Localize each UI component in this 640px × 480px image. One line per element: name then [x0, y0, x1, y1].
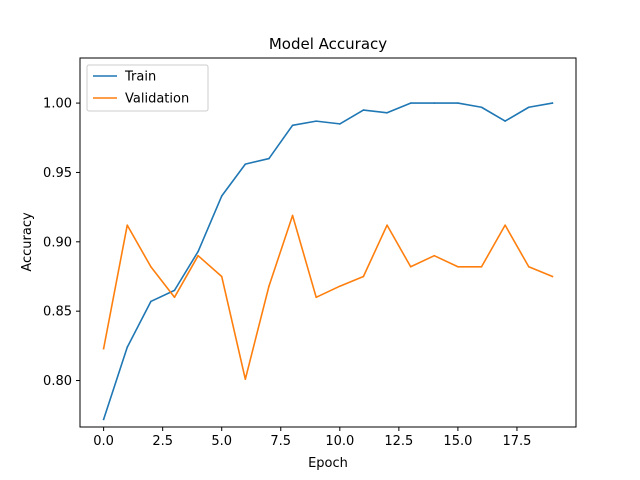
data-point-validation-12 — [386, 224, 388, 226]
data-point-train-14 — [433, 102, 436, 104]
data-point-validation-7 — [268, 285, 270, 288]
axes: 0.0 2.5 5.0 7.5 10.0 12.5 15.0 17.5 0.80 0.85 0.90… — [43, 57, 577, 449]
data-point-validation-15 — [457, 265, 459, 268]
data-point-train-12 — [386, 112, 388, 114]
y-tick-label: 0.85 — [43, 305, 72, 320]
data-point-validation-9 — [315, 296, 317, 299]
plot-area — [102, 102, 554, 421]
y-axis-label: Accuracy — [20, 212, 35, 272]
data-point-validation-2 — [150, 265, 152, 268]
data-point-validation-3 — [173, 296, 176, 299]
data-point-train-13 — [409, 102, 412, 104]
data-point-train-11 — [362, 109, 365, 111]
x-tick-label: 17.5 — [502, 434, 531, 449]
y-tick-label: 1.00 — [43, 97, 72, 112]
data-point-train-15 — [457, 102, 459, 104]
data-point-validation-18 — [527, 265, 530, 268]
data-point-validation-11 — [362, 275, 365, 278]
x-tick-label: 0.0 — [93, 434, 114, 449]
series-line-validation — [102, 214, 554, 380]
x-axis-label: Epoch — [308, 456, 348, 471]
data-point-validation-5 — [220, 275, 223, 278]
data-point-train-3 — [173, 289, 176, 292]
data-point-validation-16 — [480, 265, 483, 268]
data-point-train-1 — [126, 346, 129, 349]
data-point-train-7 — [268, 157, 270, 160]
axes-frame — [79, 57, 577, 428]
legend-box — [86, 64, 209, 112]
data-point-validation-0 — [102, 347, 105, 350]
y-tick-label: 0.90 — [43, 235, 72, 250]
legend: Train Validation — [86, 64, 209, 112]
data-point-train-6 — [244, 163, 247, 165]
data-point-train-18 — [527, 106, 530, 109]
data-point-train-8 — [291, 124, 294, 127]
data-point-validation-10 — [339, 285, 341, 288]
x-tick-label: 10.0 — [325, 434, 354, 449]
series-line-train — [102, 102, 554, 421]
data-point-train-16 — [480, 106, 483, 109]
x-tick-label: 5.0 — [211, 434, 232, 449]
data-point-train-0 — [102, 418, 105, 421]
data-point-train-4 — [197, 250, 199, 253]
data-point-validation-6 — [244, 378, 247, 380]
legend-label-train: Train — [124, 70, 156, 85]
legend-label-validation: Validation — [125, 92, 189, 107]
data-point-train-5 — [220, 195, 223, 197]
data-point-validation-4 — [197, 254, 199, 257]
data-point-train-2 — [150, 300, 152, 303]
data-point-validation-8 — [291, 214, 294, 217]
x-tick-label: 7.5 — [270, 434, 291, 449]
data-point-train-17 — [504, 120, 506, 122]
data-point-validation-1 — [126, 224, 129, 226]
data-point-validation-17 — [504, 224, 506, 226]
x-tick-label: 12.5 — [384, 434, 413, 449]
data-point-train-10 — [339, 123, 341, 125]
y-tick-label: 0.95 — [43, 166, 72, 181]
data-point-validation-13 — [409, 265, 412, 268]
y-tick-label: 0.80 — [43, 374, 72, 389]
x-tick-label: 15.0 — [443, 434, 472, 449]
data-point-train-19 — [551, 102, 554, 104]
x-tick-label: 2.5 — [152, 434, 173, 449]
data-point-validation-14 — [433, 254, 436, 257]
data-point-train-9 — [315, 120, 317, 122]
data-point-validation-19 — [551, 275, 554, 278]
chart-title: Model Accuracy — [269, 35, 387, 53]
